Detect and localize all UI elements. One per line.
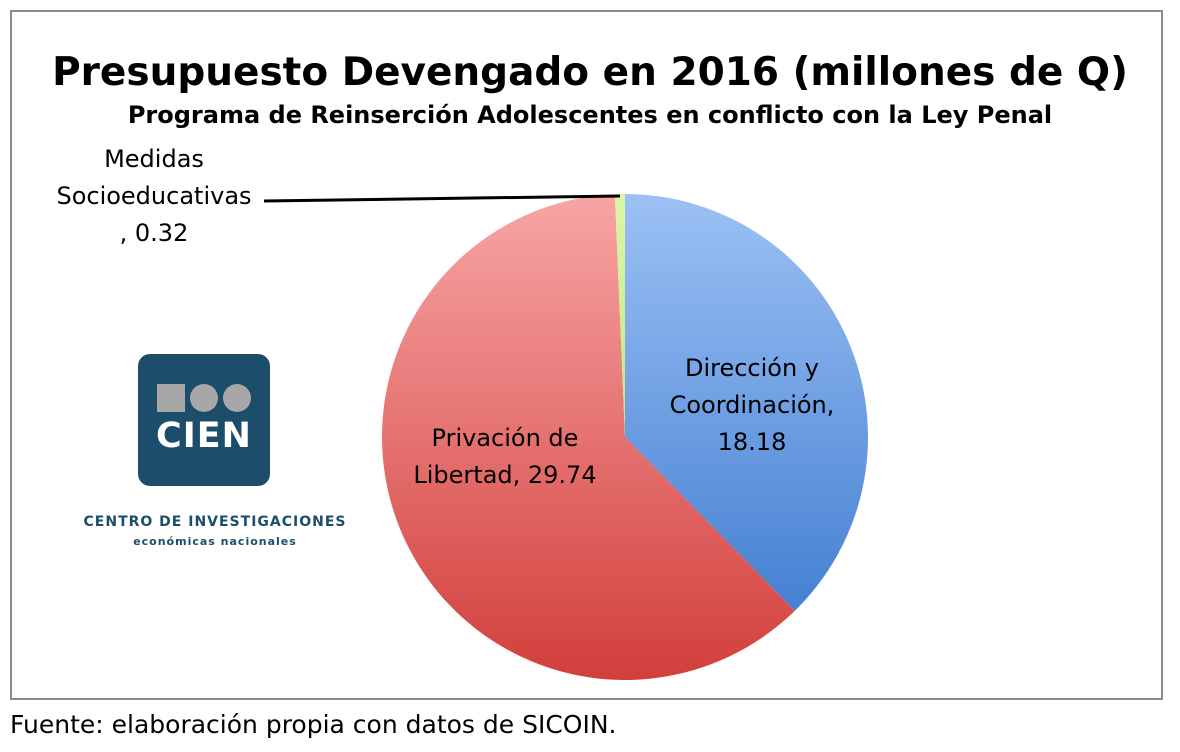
slice-label-privacion-line2: Libertad, 29.74 [413,461,597,489]
pie-slice-medidas [614,194,625,437]
pie-slice-direccion [625,194,868,611]
slice-label-direccion: Dirección y Coordinación, 18.18 [652,350,852,461]
chart-title: Presupuesto Devengado en 2016 (millones … [52,50,1128,95]
slice-label-medidas-line3: , 0.32 [119,219,189,247]
slice-label-direccion-line2: Coordinación, [669,391,835,419]
pie-slice-privacion [382,194,795,680]
slice-label-medidas-line2: Socioeducativas [56,182,252,210]
slice-label-medidas: Medidas Socioeducativas , 0.32 [40,141,268,252]
slice-label-privacion-line1: Privación de [431,424,579,452]
logo-wordmark: CIEN [156,416,252,456]
logo-circle-icon [223,384,251,412]
source-note: Fuente: elaboración propia con datos de … [10,710,617,739]
logo-circle-icon [190,384,218,412]
org-tagline: económicas nacionales [133,535,297,548]
medidas-leader-line [263,194,621,203]
slice-label-medidas-line1: Medidas [104,145,204,173]
chart-subtitle: Programa de Reinserción Adolescentes en … [127,101,1053,129]
slice-label-privacion: Privación de Libertad, 29.74 [395,420,615,494]
org-name: CENTRO DE INVESTIGACIONES [83,514,347,530]
cien-logo: CIEN [138,354,270,486]
slice-label-direccion-line3: 18.18 [717,428,787,456]
logo-square-icon [157,384,185,412]
slice-label-direccion-line1: Dirección y [684,354,820,382]
